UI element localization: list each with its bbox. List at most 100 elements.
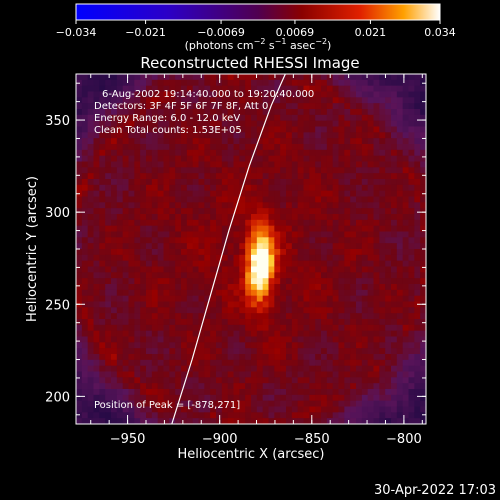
- heatmap-cell: [245, 313, 252, 320]
- heatmap-cell: [379, 284, 386, 291]
- heatmap-cell: [344, 120, 351, 128]
- heatmap-cell: [291, 295, 299, 303]
- heatmap-cell: [210, 412, 217, 419]
- heatmap-cell: [151, 260, 159, 268]
- heatmap-cell: [338, 120, 345, 128]
- heatmap-cell: [280, 278, 287, 285]
- heatmap-cell: [93, 324, 100, 332]
- heatmap-cell: [128, 79, 135, 87]
- heatmap-cell: [402, 214, 410, 221]
- heatmap-cell: [414, 418, 421, 424]
- heatmap-cell: [169, 74, 176, 81]
- heatmap-cell: [151, 319, 159, 326]
- heatmap-cell: [402, 406, 410, 413]
- heatmap-cell: [210, 219, 217, 227]
- heatmap-cell: [198, 126, 205, 133]
- heatmap-cell: [169, 179, 176, 186]
- heatmap-cell: [256, 214, 264, 221]
- heatmap-cell: [198, 301, 205, 308]
- heatmap-cell: [396, 231, 404, 238]
- heatmap-cell: [81, 319, 89, 326]
- heatmap-cell: [385, 155, 392, 163]
- heatmap-cell: [309, 289, 316, 297]
- heatmap-cell: [280, 342, 287, 349]
- heatmap-cell: [87, 149, 95, 157]
- heatmap-cell: [256, 74, 264, 81]
- heatmap-cell: [303, 406, 310, 413]
- heatmap-cell: [391, 184, 398, 192]
- heatmap-cell: [309, 330, 316, 338]
- info-line: 6-Aug-2002 19:14:40.000 to 19:20:40.000: [102, 89, 314, 100]
- heatmap-cell: [385, 103, 392, 110]
- heatmap-cell: [420, 109, 426, 116]
- heatmap-cell: [338, 202, 345, 209]
- heatmap-cell: [175, 418, 182, 424]
- heatmap-cell: [262, 371, 270, 378]
- heatmap-cell: [163, 109, 170, 116]
- heatmap-cell: [297, 79, 305, 87]
- heatmap-cell: [338, 173, 345, 180]
- heatmap-cell: [239, 295, 246, 303]
- heatmap-cell: [414, 190, 421, 198]
- heatmap-cell: [297, 97, 305, 104]
- heatmap-cell: [105, 406, 112, 413]
- heatmap-cell: [420, 383, 426, 390]
- heatmap-cell: [268, 400, 275, 408]
- heatmap-cell: [245, 284, 252, 291]
- heatmap-cell: [408, 260, 415, 268]
- heatmap-cell: [140, 120, 147, 128]
- heatmap-cell: [157, 319, 165, 326]
- heatmap-cell: [414, 231, 421, 238]
- heatmap-cell: [239, 97, 246, 104]
- heatmap-cell: [408, 173, 415, 180]
- heatmap-cell: [99, 383, 106, 390]
- heatmap-cell: [297, 371, 305, 378]
- heatmap-cell: [402, 418, 410, 424]
- heatmap-cell: [227, 354, 235, 361]
- heatmap-cell: [291, 284, 299, 291]
- heatmap-cell: [87, 144, 95, 151]
- heatmap-cell: [309, 132, 316, 139]
- heatmap-cell: [105, 79, 112, 87]
- heatmap-cell: [356, 85, 363, 93]
- heatmap-cell: [262, 225, 270, 233]
- heatmap-cell: [76, 243, 83, 250]
- heatmap-cell: [105, 231, 112, 238]
- heatmap-cell: [402, 389, 410, 396]
- heatmap-cell: [402, 359, 410, 367]
- heatmap-cell: [251, 173, 258, 180]
- heatmap-cell: [146, 383, 153, 390]
- heatmap-cell: [140, 202, 147, 209]
- heatmap-cell: [396, 330, 404, 338]
- heatmap-cell: [99, 295, 106, 303]
- heatmap-cell: [268, 85, 275, 93]
- heatmap-cell: [128, 260, 135, 268]
- heatmap-cell: [151, 301, 159, 308]
- heatmap-cell: [157, 190, 165, 198]
- heatmap-cell: [256, 394, 264, 402]
- heatmap-cell: [111, 313, 118, 320]
- heatmap-cell: [105, 289, 112, 297]
- heatmap-cell: [105, 91, 112, 98]
- heatmap-cell: [379, 91, 386, 98]
- heatmap-cell: [128, 202, 135, 209]
- heatmap-cell: [198, 219, 205, 227]
- heatmap-cell: [151, 237, 159, 244]
- heatmap-cell: [93, 330, 100, 338]
- heatmap-cell: [286, 231, 293, 238]
- heatmap-cell: [321, 324, 328, 332]
- heatmap-cell: [233, 179, 240, 186]
- heatmap-cell: [239, 167, 246, 174]
- heatmap-cell: [128, 208, 135, 215]
- heatmap-cell: [151, 126, 159, 133]
- heatmap-cell: [268, 132, 275, 139]
- heatmap-cell: [111, 272, 118, 279]
- heatmap-cell: [385, 319, 392, 326]
- heatmap-cell: [105, 132, 112, 139]
- heatmap-cell: [93, 202, 100, 209]
- heatmap-cell: [338, 138, 345, 145]
- heatmap-cell: [332, 254, 340, 262]
- heatmap-cell: [204, 179, 211, 186]
- heatmap-cell: [274, 167, 281, 174]
- heatmap-cell: [303, 109, 310, 116]
